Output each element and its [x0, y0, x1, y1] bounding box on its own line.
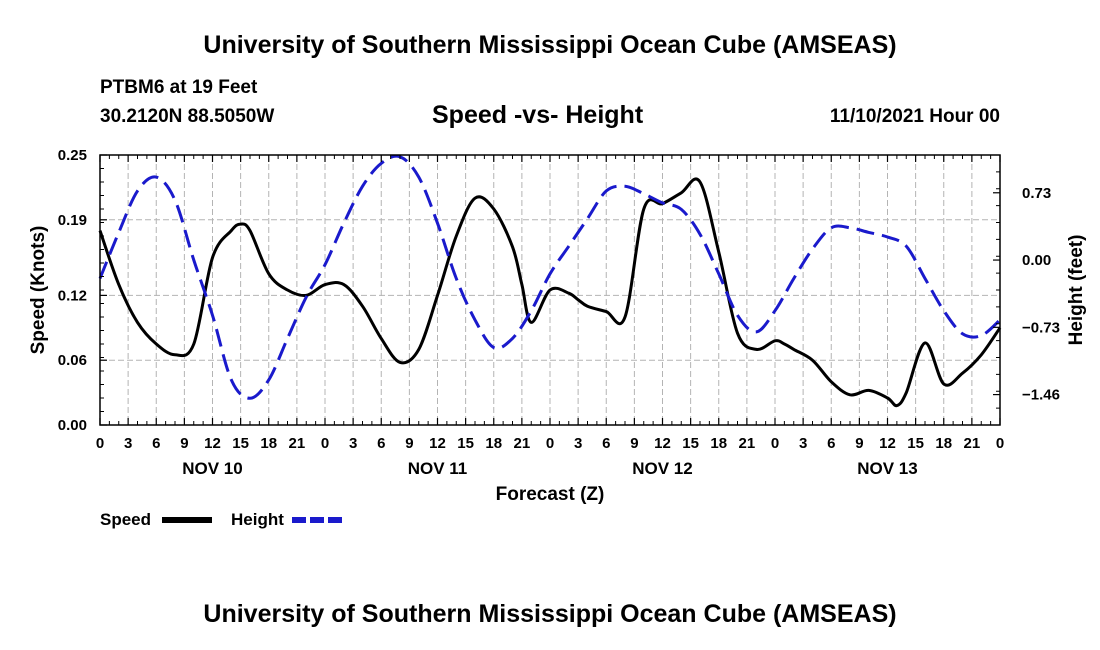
x-tick-label: 9: [630, 435, 638, 452]
x-tick-label: 12: [879, 435, 896, 452]
axes: [99, 154, 1001, 426]
x-tick-label: 15: [682, 435, 699, 452]
y-tick-label: 0.00: [58, 417, 87, 434]
series-line-speed: [98, 177, 1002, 408]
y2-tick-label: 0.73: [1022, 185, 1051, 202]
x-tick-label: 9: [405, 435, 413, 452]
x-tick-label: 21: [739, 435, 756, 452]
x-axis-title: Forecast (Z): [496, 484, 605, 505]
chart-subtitle: Speed -vs- Height: [432, 101, 644, 129]
legend-speed-label: Speed: [100, 510, 152, 529]
x-tick-label: 21: [964, 435, 981, 452]
x-tick-label: 0: [321, 435, 329, 452]
x-tick-label: 9: [855, 435, 863, 452]
x-tick-label: 15: [232, 435, 249, 452]
x-tick-label: 18: [260, 435, 277, 452]
y2-tick-label: −0.73: [1022, 319, 1060, 336]
x-tick-label: 0: [771, 435, 779, 452]
x-tick-label: 9: [180, 435, 188, 452]
y-tick-label: 0.19: [58, 212, 87, 229]
speed-height-chart: 0 3 6 9 12 15 18 21 0 3 6 9 12 15 18 21 0 3 6 9 12 15 18 21 0 3 6 9…: [28, 147, 1087, 505]
x-day-label: NOV 10: [182, 459, 242, 478]
x-tick-label: 3: [799, 435, 807, 452]
y2-tick-label: −1.46: [1022, 387, 1060, 404]
x-tick-label: 3: [124, 435, 132, 452]
x-tick-label: 6: [152, 435, 160, 452]
x-tick-label: 12: [204, 435, 221, 452]
x-tick-label: 12: [654, 435, 671, 452]
x-tick-label: 6: [602, 435, 610, 452]
series-lines: [98, 154, 1002, 408]
series-line-height: [98, 154, 1002, 400]
x-tick-label: 3: [349, 435, 357, 452]
legend-height-swatch: [292, 517, 342, 523]
legend-height-label: Height: [231, 510, 284, 529]
y-tick-label: 0.12: [58, 287, 87, 304]
axis-labels: 0 3 6 9 12 15 18 21 0 3 6 9 12 15 18 21 0 3 6 9 12 15 18 21 0 3 6 9…: [28, 147, 1087, 505]
y-axis-title: Speed (Knots): [28, 226, 49, 355]
x-tick-label: 0: [96, 435, 104, 452]
x-tick-label: 21: [514, 435, 531, 452]
x-tick-label: 12: [429, 435, 446, 452]
x-day-label: NOV 13: [857, 459, 917, 478]
x-tick-label: 6: [827, 435, 835, 452]
x-tick-label: 15: [907, 435, 924, 452]
x-tick-label: 0: [996, 435, 1004, 452]
forecast-datetime: 11/10/2021 Hour 00: [829, 106, 1000, 127]
grid-lines: [100, 155, 1000, 425]
station-coordinates: 30.2120N 88.5050W: [100, 106, 275, 127]
x-tick-label: 6: [377, 435, 385, 452]
page-title: University of Southern Mississippi Ocean…: [203, 31, 897, 59]
x-tick-label: 15: [457, 435, 474, 452]
legend-speed-swatch: [162, 517, 212, 523]
x-day-label: NOV 11: [408, 459, 468, 478]
y2-tick-label: 0.00: [1022, 252, 1051, 269]
station-label: PTBM6 at 19 Feet: [100, 77, 258, 98]
x-tick-label: 18: [485, 435, 502, 452]
x-tick-label: 18: [710, 435, 727, 452]
x-tick-label: 21: [289, 435, 306, 452]
y2-axis-title: Height (feet): [1066, 235, 1087, 346]
x-tick-label: 18: [935, 435, 952, 452]
page-title-repeat: University of Southern Mississippi Ocean…: [203, 600, 897, 628]
plot-frame: [99, 154, 1001, 426]
x-tick-label: 0: [546, 435, 554, 452]
y-tick-label: 0.25: [58, 147, 87, 164]
y-tick-label: 0.06: [58, 352, 87, 369]
x-day-label: NOV 12: [632, 459, 692, 478]
x-tick-label: 3: [574, 435, 582, 452]
